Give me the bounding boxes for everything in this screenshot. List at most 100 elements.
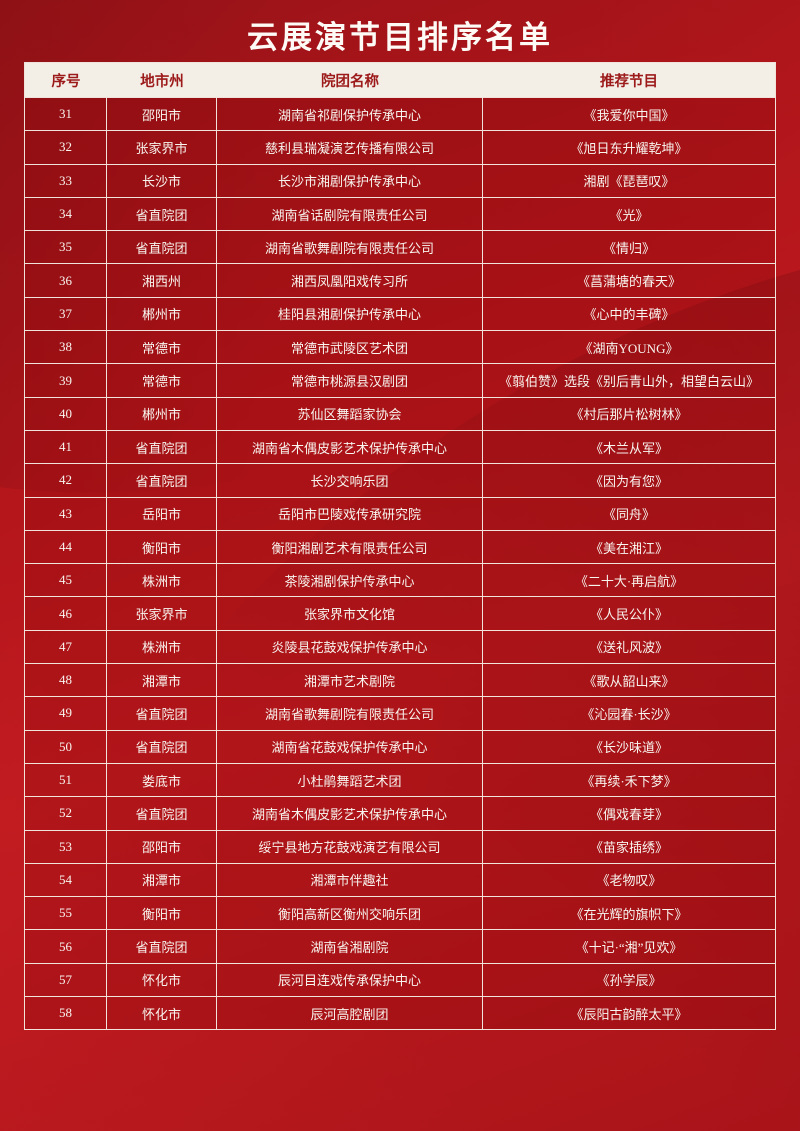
- program-cell: 《送礼风波》: [483, 630, 775, 664]
- column-header-program: 推荐节目: [600, 73, 658, 90]
- city-cell: 娄底市: [107, 763, 217, 797]
- table-body: 31 邵阳市 湖南省祁剧保护传承中心 《我爱你中国》 32 张家界市 慈利县瑞凝演艺传播有限…: [25, 97, 775, 1030]
- row-number-cell: 32: [25, 131, 107, 164]
- troupe-name-cell: 湖南省湘剧院: [217, 930, 483, 963]
- table-row: 36 湘西州 湘西凤凰阳戏传习所 《菖蒲塘的春天》: [25, 263, 775, 297]
- table-row: 48 湘潭市 湘潭市艺术剧院 《歌从韶山来》: [25, 663, 775, 697]
- city-cell: 株洲市: [107, 564, 217, 597]
- program-cell: 《辰阳古韵醉太平》: [483, 997, 775, 1030]
- program-cell: 《我爱你中国》: [483, 98, 775, 131]
- city-cell: 张家界市: [107, 597, 217, 630]
- city-cell: 省直院团: [107, 730, 217, 763]
- column-header-no: 序号: [51, 73, 81, 90]
- program-cell: 《苗家插绣》: [483, 830, 775, 863]
- city-cell: 省直院团: [107, 697, 217, 730]
- troupe-name-cell: 绥宁县地方花鼓戏演艺有限公司: [217, 830, 483, 863]
- row-number-cell: 34: [25, 197, 107, 231]
- troupe-name-cell: 炎陵县花鼓戏保护传承中心: [217, 630, 483, 664]
- city-cell: 怀化市: [107, 997, 217, 1030]
- row-number-cell: 47: [25, 630, 107, 664]
- table-row: 58 怀化市 辰河高腔剧团 《辰阳古韵醉太平》: [25, 996, 775, 1030]
- city-cell: 株洲市: [107, 630, 217, 664]
- row-number-cell: 46: [25, 597, 107, 630]
- table-row: 50 省直院团 湖南省花鼓戏保护传承中心 《长沙味道》: [25, 729, 775, 763]
- program-cell: 《二十大·再启航》: [483, 564, 775, 597]
- troupe-name-cell: 衡阳高新区衡州交响乐团: [217, 897, 483, 930]
- program-cell: 《歌从韶山来》: [483, 664, 775, 697]
- table-row: 31 邵阳市 湖南省祁剧保护传承中心 《我爱你中国》: [25, 97, 775, 131]
- city-cell: 郴州市: [107, 297, 217, 331]
- troupe-name-cell: 小杜鹃舞蹈艺术团: [217, 763, 483, 797]
- row-number-cell: 56: [25, 930, 107, 963]
- page-title: 云展演节目排序名单: [247, 20, 553, 55]
- city-cell: 省直院团: [107, 197, 217, 231]
- program-cell: 《再续·禾下梦》: [483, 763, 775, 797]
- row-number-cell: 43: [25, 497, 107, 530]
- city-cell: 省直院团: [107, 797, 217, 830]
- row-number-cell: 40: [25, 397, 107, 430]
- troupe-name-cell: 湖南省花鼓戏保护传承中心: [217, 730, 483, 763]
- row-number-cell: 36: [25, 264, 107, 297]
- table-row: 44 衡阳市 衡阳湘剧艺术有限责任公司 《美在湘江》: [25, 529, 775, 564]
- program-cell: 《菖蒲塘的春天》: [483, 264, 775, 297]
- city-cell: 湘潭市: [107, 664, 217, 697]
- table-row: 41 省直院团 湖南省木偶皮影艺术保护传承中心 《木兰从军》: [25, 429, 775, 464]
- troupe-name-cell: 桂阳县湘剧保护传承中心: [217, 297, 483, 331]
- program-cell: 《旭日东升耀乾坤》: [483, 131, 775, 164]
- troupe-name-cell: 辰河高腔剧团: [217, 997, 483, 1030]
- program-cell: 《心中的丰碑》: [483, 297, 775, 331]
- city-cell: 省直院团: [107, 430, 217, 464]
- table-row: 56 省直院团 湖南省湘剧院 《十记·“湘”见欢》: [25, 929, 775, 963]
- table-row: 55 衡阳市 衡阳高新区衡州交响乐团 《在光辉的旗帜下》: [25, 896, 775, 930]
- troupe-name-cell: 湖南省木偶皮影艺术保护传承中心: [217, 797, 483, 830]
- city-cell: 怀化市: [107, 963, 217, 997]
- troupe-name-cell: 张家界市文化馆: [217, 597, 483, 630]
- city-cell: 湘西州: [107, 264, 217, 297]
- troupe-name-cell: 长沙交响乐团: [217, 464, 483, 497]
- table-row: 53 邵阳市 绥宁县地方花鼓戏演艺有限公司 《苗家插绣》: [25, 829, 775, 863]
- table-row: 43 岳阳市 岳阳市巴陵戏传承研究院 《同舟》: [25, 496, 775, 530]
- program-cell: 《美在湘江》: [483, 530, 775, 564]
- city-cell: 郴州市: [107, 397, 217, 430]
- table-row: 33 长沙市 长沙市湘剧保护传承中心 湘剧《琵琶叹》: [25, 163, 775, 197]
- program-cell: 《人民公仆》: [483, 597, 775, 630]
- program-cell: 《因为有您》: [483, 464, 775, 497]
- troupe-name-cell: 慈利县瑞凝演艺传播有限公司: [217, 131, 483, 164]
- row-number-cell: 33: [25, 164, 107, 197]
- program-cell: 《偶戏春芽》: [483, 797, 775, 830]
- troupe-name-cell: 衡阳湘剧艺术有限责任公司: [217, 530, 483, 564]
- troupe-name-cell: 湘西凤凰阳戏传习所: [217, 264, 483, 297]
- row-number-cell: 39: [25, 364, 107, 397]
- troupe-name-cell: 岳阳市巴陵戏传承研究院: [217, 497, 483, 530]
- row-number-cell: 41: [25, 430, 107, 464]
- table-row: 37 郴州市 桂阳县湘剧保护传承中心 《心中的丰碑》: [25, 296, 775, 331]
- troupe-name-cell: 湖南省歌舞剧院有限责任公司: [217, 697, 483, 730]
- city-cell: 张家界市: [107, 131, 217, 164]
- row-number-cell: 49: [25, 697, 107, 730]
- city-cell: 省直院团: [107, 464, 217, 497]
- table-row: 40 郴州市 苏仙区舞蹈家协会 《村后那片松树林》: [25, 396, 775, 430]
- troupe-name-cell: 常德市桃源县汉剧团: [217, 364, 483, 397]
- table-row: 35 省直院团 湖南省歌舞剧院有限责任公司 《情归》: [25, 230, 775, 264]
- row-number-cell: 38: [25, 331, 107, 364]
- program-cell: 《孙学辰》: [483, 963, 775, 997]
- city-cell: 长沙市: [107, 164, 217, 197]
- row-number-cell: 50: [25, 730, 107, 763]
- city-cell: 常德市: [107, 364, 217, 397]
- column-header-city: 地市州: [140, 73, 184, 90]
- program-cell: 《长沙味道》: [483, 730, 775, 763]
- row-number-cell: 48: [25, 664, 107, 697]
- table-row: 57 怀化市 辰河目连戏传承保护中心 《孙学辰》: [25, 962, 775, 997]
- troupe-name-cell: 湖南省木偶皮影艺术保护传承中心: [217, 430, 483, 464]
- troupe-name-cell: 辰河目连戏传承保护中心: [217, 963, 483, 997]
- table-row: 54 湘潭市 湘潭市伴趣社 《老物叹》: [25, 862, 775, 897]
- table-row: 32 张家界市 慈利县瑞凝演艺传播有限公司 《旭日东升耀乾坤》: [25, 130, 775, 164]
- row-number-cell: 51: [25, 763, 107, 797]
- program-cell: 《同舟》: [483, 497, 775, 530]
- program-cell: 《沁园春·长沙》: [483, 697, 775, 730]
- city-cell: 省直院团: [107, 231, 217, 264]
- row-number-cell: 45: [25, 564, 107, 597]
- city-cell: 省直院团: [107, 930, 217, 963]
- troupe-name-cell: 茶陵湘剧保护传承中心: [217, 564, 483, 597]
